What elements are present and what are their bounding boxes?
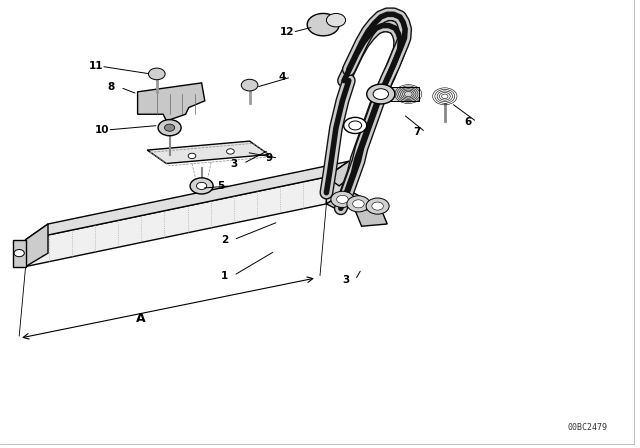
Circle shape [241, 79, 258, 91]
Circle shape [196, 182, 207, 190]
Polygon shape [26, 161, 349, 240]
Text: 11: 11 [88, 61, 103, 71]
Circle shape [188, 153, 196, 159]
Polygon shape [326, 161, 349, 204]
Polygon shape [355, 208, 387, 226]
Circle shape [307, 13, 339, 36]
Text: 9: 9 [266, 153, 273, 163]
Circle shape [227, 149, 234, 154]
Circle shape [331, 191, 354, 207]
Text: A: A [136, 311, 146, 325]
Polygon shape [13, 240, 26, 267]
Text: 8: 8 [108, 82, 115, 92]
Text: 2: 2 [221, 235, 228, 245]
Circle shape [349, 121, 362, 130]
Polygon shape [147, 141, 269, 164]
Polygon shape [138, 83, 205, 121]
Circle shape [164, 124, 175, 131]
Text: 3: 3 [230, 159, 237, 168]
Text: 10: 10 [95, 125, 109, 135]
Circle shape [353, 200, 364, 208]
Text: 7: 7 [413, 127, 420, 137]
Text: 12: 12 [280, 27, 294, 37]
Circle shape [366, 198, 389, 214]
Circle shape [372, 202, 383, 210]
Circle shape [367, 84, 395, 104]
Text: 4: 4 [278, 72, 286, 82]
Circle shape [326, 13, 346, 27]
Text: 3: 3 [342, 275, 349, 285]
Circle shape [14, 250, 24, 257]
Circle shape [337, 195, 348, 203]
Text: 00BC2479: 00BC2479 [568, 423, 608, 432]
Circle shape [373, 89, 388, 99]
Polygon shape [326, 190, 362, 211]
Circle shape [347, 196, 370, 212]
Polygon shape [326, 161, 362, 186]
Polygon shape [26, 224, 48, 267]
Circle shape [190, 178, 213, 194]
Circle shape [344, 117, 367, 134]
Polygon shape [26, 177, 326, 267]
Polygon shape [384, 87, 419, 101]
Circle shape [148, 68, 165, 80]
Circle shape [158, 120, 181, 136]
Text: 5: 5 [218, 181, 225, 191]
Text: 1: 1 [221, 271, 228, 280]
Text: 6: 6 [464, 117, 471, 127]
